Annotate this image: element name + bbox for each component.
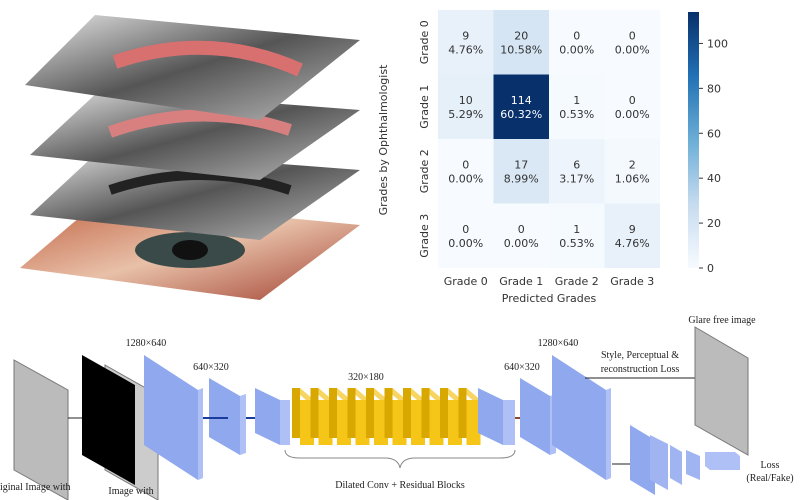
eye-layer-stack xyxy=(20,15,360,300)
y-tick-label: Grade 0 xyxy=(418,20,431,64)
label-640-out: 640×320 xyxy=(504,362,540,373)
colorbar-tick-label: 40 xyxy=(707,172,721,185)
cell-percent: 8.99% xyxy=(504,172,539,185)
cell-percent: 4.76% xyxy=(448,43,483,56)
heatmap-cell xyxy=(438,74,494,139)
cell-percent: 0.00% xyxy=(448,172,483,185)
colorbar-tick-label: 60 xyxy=(707,127,721,140)
residual-blocks xyxy=(292,388,481,445)
cell-percent: 1.06% xyxy=(615,172,650,185)
heatmap-cell xyxy=(549,139,605,204)
heatmap-cell xyxy=(438,139,494,204)
label-mask: Image with xyxy=(108,486,153,497)
cell-count: 2 xyxy=(629,158,636,171)
cell-count: 0 xyxy=(629,94,636,107)
heatmap-cell xyxy=(549,10,605,75)
cell-percent: 4.76% xyxy=(615,237,650,250)
x-tick-label: Grade 3 xyxy=(610,275,654,288)
y-axis-label: Grades by Ophthalmologist xyxy=(377,64,390,215)
colorbar-tick-label: 80 xyxy=(707,82,721,95)
eye-layer-glare-2 xyxy=(30,90,360,180)
y-tick-label: Grade 1 xyxy=(418,85,431,129)
cell-count: 0 xyxy=(629,29,636,42)
cell-count: 9 xyxy=(629,223,636,236)
heatmap-cell xyxy=(604,203,660,268)
input-mask xyxy=(82,355,135,485)
cell-count: 17 xyxy=(514,158,528,171)
cell-percent: 0.00% xyxy=(448,237,483,250)
x-tick-label: Grade 0 xyxy=(444,275,488,288)
heatmap-cell xyxy=(438,203,494,268)
decoder-block-320 xyxy=(478,388,503,445)
confusion-matrix: 94.76%2010.58%00.00%00.00%105.29%11460.3… xyxy=(418,10,660,288)
residual-brace xyxy=(284,449,516,469)
colorbar-tick-label: 20 xyxy=(707,217,721,230)
cell-count: 114 xyxy=(511,94,532,107)
label-1280-out: 1280×640 xyxy=(538,338,579,349)
heatmap-cell xyxy=(493,139,549,204)
encoder-block-1280 xyxy=(144,355,198,480)
x-tick-label: Grade 1 xyxy=(499,275,543,288)
cell-percent: 3.17% xyxy=(559,172,594,185)
cell-percent: 0.00% xyxy=(559,43,594,56)
heatmap-cell xyxy=(438,10,494,75)
heatmap-cell xyxy=(604,139,660,204)
heatmap-cell xyxy=(493,203,549,268)
cell-count: 1 xyxy=(573,94,580,107)
encoder-block-640 xyxy=(209,378,240,455)
heatmap-cell xyxy=(604,10,660,75)
cell-count: 9 xyxy=(462,29,469,42)
label-original: Original Image with xyxy=(0,482,71,493)
glare-free-image xyxy=(694,326,749,456)
label-640-in: 640×320 xyxy=(193,362,229,373)
cell-count: 20 xyxy=(514,29,528,42)
cell-count: 10 xyxy=(459,94,473,107)
heatmap-cell xyxy=(549,203,605,268)
x-axis-label: Predicted Grades xyxy=(502,292,597,305)
cell-count: 6 xyxy=(573,158,580,171)
cell-percent: 0.53% xyxy=(559,237,594,250)
label-disc-loss-1: Loss xyxy=(761,460,780,471)
decoder-block-1280 xyxy=(552,355,606,480)
label-loss-2: reconstruction Loss xyxy=(601,364,680,375)
cell-count: 0 xyxy=(573,29,580,42)
colorbar xyxy=(688,12,699,268)
colorbar-tick-label: 0 xyxy=(707,262,714,275)
heatmap-cell xyxy=(604,74,660,139)
x-tick-label: Grade 2 xyxy=(555,275,599,288)
cell-percent: 0.53% xyxy=(559,108,594,121)
encoder-block-320 xyxy=(255,388,280,445)
cell-percent: 10.58% xyxy=(500,43,542,56)
cell-percent: 5.29% xyxy=(448,108,483,121)
y-tick-label: Grade 3 xyxy=(418,214,431,258)
label-glare-free: Glare free image xyxy=(688,315,756,326)
cell-percent: 0.00% xyxy=(615,108,650,121)
eye-layer-gray-3 xyxy=(30,150,360,240)
label-1280-in: 1280×640 xyxy=(126,338,167,349)
label-320: 320×180 xyxy=(348,372,384,383)
cell-count: 0 xyxy=(518,223,525,236)
colorbar-ticks: 0 20 40 60 80 100 xyxy=(699,37,728,275)
eye-layer-glare-1 xyxy=(25,15,360,120)
cell-percent: 60.32% xyxy=(500,108,542,121)
input-original-image xyxy=(13,359,69,500)
label-loss-1: Style, Perceptual & xyxy=(601,350,679,361)
colorbar-tick-label: 100 xyxy=(707,37,728,50)
network-diagram: Original Image with Image with 1280×640 … xyxy=(0,315,794,500)
discriminator xyxy=(630,425,740,495)
cell-count: 1 xyxy=(573,223,580,236)
label-dilated: Dilated Conv + Residual Blocks xyxy=(335,480,465,491)
y-tick-label: Grade 2 xyxy=(418,149,431,193)
heatmap-cell xyxy=(493,74,549,139)
heatmap-cell xyxy=(549,74,605,139)
decoder-block-640 xyxy=(520,378,550,455)
cell-percent: 0.00% xyxy=(615,43,650,56)
label-disc-loss-2: (Real/Fake) xyxy=(746,473,793,484)
cell-percent: 0.00% xyxy=(504,237,539,250)
cell-count: 0 xyxy=(462,158,469,171)
cell-count: 0 xyxy=(462,223,469,236)
heatmap-cell xyxy=(493,10,549,75)
